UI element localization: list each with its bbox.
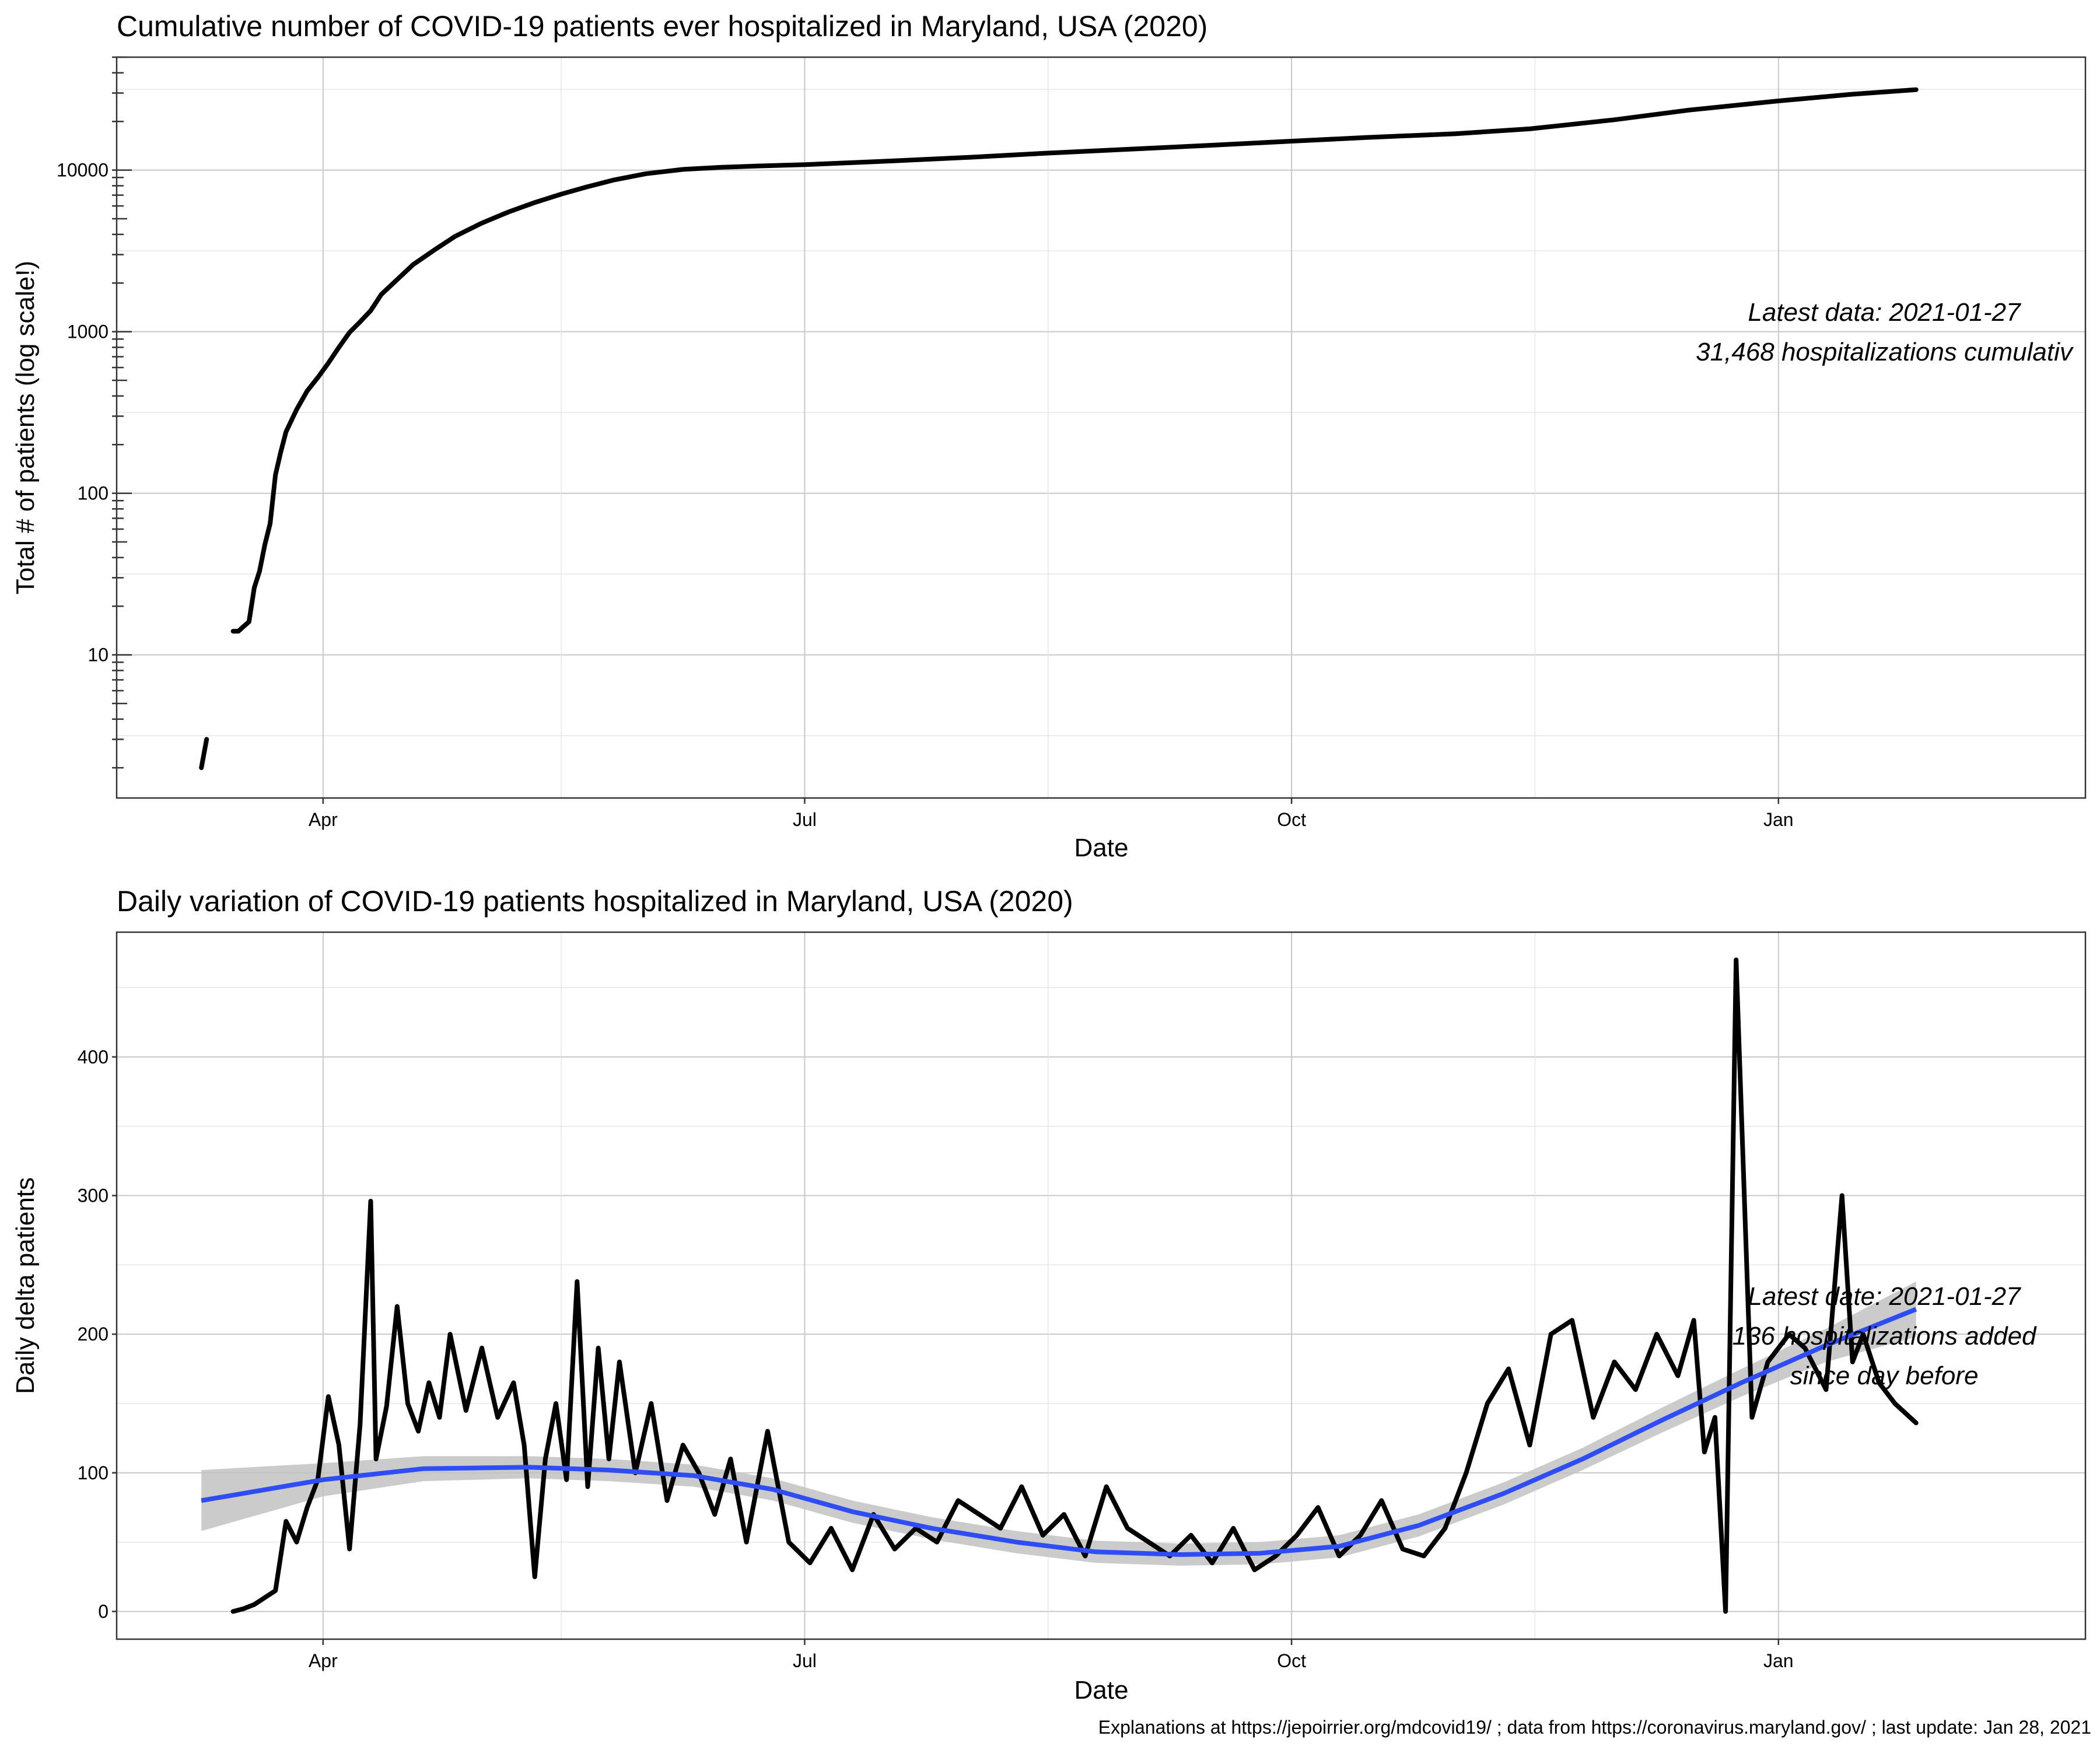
cumulative-annotation-line-2: 31,468 hospitalizations cumulativ [1696, 338, 2074, 366]
confidence-band [201, 1281, 1916, 1566]
trend-line [201, 1307, 1917, 1557]
daily-delta-plot-frame [116, 931, 2087, 1640]
daily-delta-x-axis-title: Date [1074, 1676, 1129, 1704]
daily-delta-y-axis-title: Daily delta patients [11, 1177, 40, 1394]
y-tick-label: 100 [78, 483, 108, 504]
series-line-daily-delta [230, 957, 1919, 1614]
cumulative-x-axis-title: Date [1074, 834, 1129, 862]
x-tick-label: Apr [309, 809, 338, 830]
cumulative-x-axis: Apr Jul Oct Jan [309, 798, 1794, 830]
cumulative-annotation-line-1: Latest data: 2021-01-27 [1748, 298, 2021, 327]
cumulative-chart: Cumulative number of COVID-19 patients e… [11, 10, 2087, 862]
y-tick-label: 10000 [57, 160, 108, 181]
x-tick-label: Apr [309, 1650, 338, 1671]
daily-delta-trend [201, 1307, 1917, 1557]
cumulative-series [199, 87, 1919, 771]
daily-delta-annotation-line-3: since day before [1790, 1362, 1979, 1390]
y-tick-label: 1000 [67, 321, 108, 342]
y-tick-label: 100 [78, 1462, 108, 1483]
x-tick-label: Jul [793, 809, 817, 830]
daily-delta-confidence-band [201, 1281, 1916, 1566]
daily-delta-chart: Daily variation of COVID-19 patients hos… [11, 885, 2087, 1704]
x-tick-label: Oct [1277, 809, 1306, 830]
daily-delta-annotation-line-2: 136 hospitalizations added [1732, 1322, 2037, 1350]
y-tick-label: 10 [88, 645, 108, 666]
y-tick-label: 200 [78, 1324, 108, 1345]
footer-caption: Explanations at https://jepoirrier.org/m… [1098, 1717, 2091, 1738]
daily-delta-y-axis: 0 100 200 300 400 [78, 1046, 117, 1622]
daily-delta-gridlines [117, 932, 2085, 1639]
y-tick-label: 300 [78, 1185, 108, 1206]
daily-delta-series [230, 957, 1919, 1614]
x-tick-label: Oct [1277, 1650, 1306, 1671]
cumulative-chart-title: Cumulative number of COVID-19 patients e… [117, 10, 1208, 43]
x-tick-label: Jul [793, 1650, 817, 1671]
series-line-cumulative [230, 87, 1919, 634]
series-line-early [199, 737, 209, 771]
cumulative-gridlines [117, 57, 2085, 798]
daily-delta-x-axis: Apr Jul Oct Jan [309, 1639, 1794, 1671]
x-tick-label: Jan [1763, 809, 1794, 830]
cumulative-y-axis-title: Total # of patients (log scale!) [11, 261, 40, 594]
cumulative-y-axis: 10 100 1000 10000 [57, 56, 132, 769]
daily-delta-annotation-line-1: Latest date: 2021-01-27 [1748, 1282, 2021, 1311]
y-tick-label: 400 [78, 1046, 108, 1068]
x-tick-label: Jan [1763, 1650, 1794, 1671]
daily-delta-chart-title: Daily variation of COVID-19 patients hos… [117, 885, 1073, 918]
cumulative-plot-frame [116, 56, 2087, 799]
y-tick-label: 0 [98, 1601, 108, 1622]
